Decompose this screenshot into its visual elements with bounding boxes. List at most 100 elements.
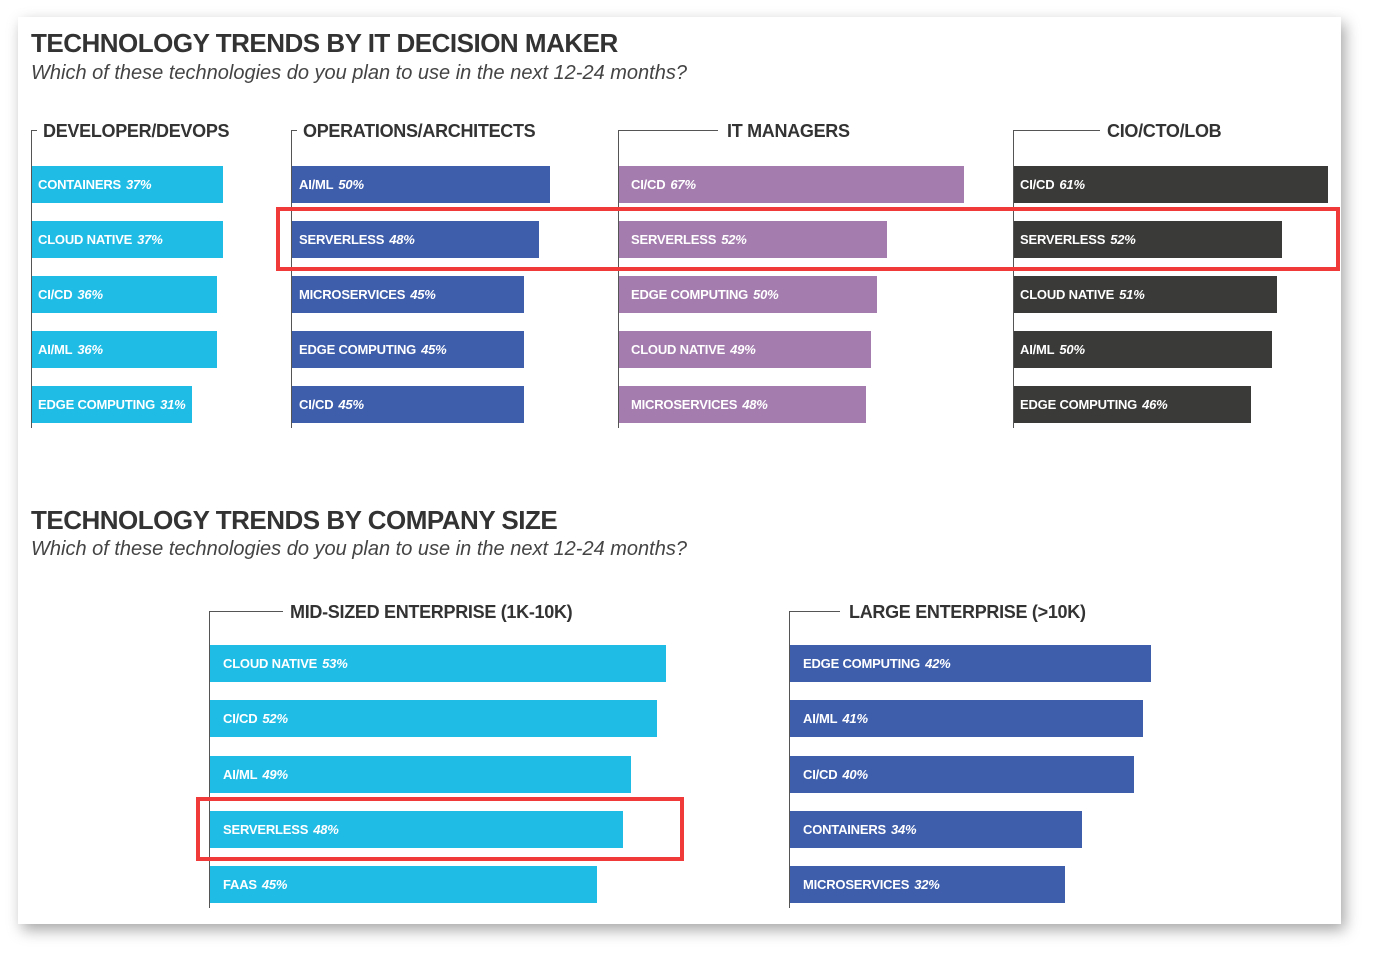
cio-cto-lob-bar-ai-ml: AI/ML 50% <box>1014 331 1272 368</box>
operations-architects-bar-ai-ml: AI/ML 50% <box>292 166 550 203</box>
it-managers-bar-ci-cd: CI/CD 67% <box>619 166 964 203</box>
developer-devops-bar-edge-computing: EDGE COMPUTING 31% <box>32 386 192 423</box>
bar-category-label: CI/CD <box>631 177 666 192</box>
section-title-decision-maker: TECHNOLOGY TRENDS BY IT DECISION MAKER <box>31 28 618 58</box>
operations-architects-bar-ci-cd: CI/CD 45% <box>292 386 524 423</box>
developer-devops-axis-line <box>31 130 32 428</box>
bar-value-label: 51% <box>1119 287 1145 302</box>
cio-cto-lob-bar-serverless: SERVERLESS 52% <box>1014 221 1282 258</box>
bar-category-label: CLOUD NATIVE <box>38 232 133 247</box>
bar-category-label: CONTAINERS <box>38 177 121 192</box>
large-enterprise-bar-microservices: MICROSERVICES 32% <box>790 866 1065 903</box>
large-enterprise-axis-line <box>789 611 790 908</box>
section-title-company-size: TECHNOLOGY TRENDS BY COMPANY SIZE <box>31 505 558 535</box>
bar-value-label: 48% <box>313 822 339 837</box>
developer-devops-group-title: DEVELOPER/DEVOPS <box>40 121 233 142</box>
section-subtitle-company-size: Which of these technologies do you plan … <box>31 538 687 560</box>
bar-category-label: AI/ML <box>38 342 73 357</box>
large-enterprise-bar-ai-ml: AI/ML 41% <box>790 700 1143 737</box>
it-managers-bar-cloud-native: CLOUD NATIVE 49% <box>619 331 871 368</box>
bar-category-label: SERVERLESS <box>299 232 385 247</box>
cio-cto-lob-header-rule <box>1013 130 1100 131</box>
bar-category-label: EDGE COMPUTING <box>803 656 921 671</box>
bar-value-label: 32% <box>914 877 940 892</box>
bar-category-label: CI/CD <box>38 287 73 302</box>
bar-value-label: 45% <box>410 287 436 302</box>
bar-value-label: 36% <box>77 287 103 302</box>
bar-category-label: SERVERLESS <box>631 232 717 247</box>
bar-category-label: AI/ML <box>299 177 334 192</box>
bar-value-label: 31% <box>160 397 186 412</box>
mid-sized-enterprise-bar-ai-ml: AI/ML 49% <box>210 756 631 793</box>
bar-category-label: AI/ML <box>223 767 258 782</box>
mid-sized-enterprise-axis-line <box>209 611 210 908</box>
bar-value-label: 49% <box>262 767 288 782</box>
bar-category-label: CLOUD NATIVE <box>1020 287 1115 302</box>
developer-devops-bar-ai-ml: AI/ML 36% <box>32 331 217 368</box>
bar-category-label: SERVERLESS <box>1020 232 1106 247</box>
bar-category-label: EDGE COMPUTING <box>38 397 156 412</box>
bar-value-label: 48% <box>389 232 415 247</box>
mid-sized-enterprise-bar-serverless: SERVERLESS 48% <box>210 811 623 848</box>
cio-cto-lob-axis-line <box>1013 130 1014 428</box>
bar-value-label: 48% <box>742 397 768 412</box>
bar-category-label: EDGE COMPUTING <box>299 342 417 357</box>
bar-value-label: 42% <box>925 656 951 671</box>
bar-value-label: 50% <box>1059 342 1085 357</box>
it-managers-group-title: IT MANAGERS <box>724 121 853 142</box>
bar-category-label: CI/CD <box>223 711 258 726</box>
mid-sized-enterprise-group-title: MID-SIZED ENTERPRISE (1K-10K) <box>287 602 576 623</box>
bar-category-label: FAAS <box>223 877 257 892</box>
bar-category-label: CLOUD NATIVE <box>631 342 726 357</box>
bar-value-label: 52% <box>1110 232 1136 247</box>
bar-value-label: 52% <box>721 232 747 247</box>
large-enterprise-group-title: LARGE ENTERPRISE (>10K) <box>846 602 1089 623</box>
bar-value-label: 50% <box>338 177 364 192</box>
developer-devops-bar-cloud-native: CLOUD NATIVE 37% <box>32 221 223 258</box>
cio-cto-lob-bar-ci-cd: CI/CD 61% <box>1014 166 1328 203</box>
it-managers-bar-serverless: SERVERLESS 52% <box>619 221 887 258</box>
bar-category-label: CI/CD <box>1020 177 1055 192</box>
cio-cto-lob-group-title: CIO/CTO/LOB <box>1104 121 1225 142</box>
large-enterprise-bar-ci-cd: CI/CD 40% <box>790 756 1134 793</box>
bar-category-label: AI/ML <box>1020 342 1055 357</box>
cio-cto-lob-bar-cloud-native: CLOUD NATIVE 51% <box>1014 276 1277 313</box>
operations-architects-bar-serverless: SERVERLESS 48% <box>292 221 539 258</box>
bar-value-label: 37% <box>137 232 163 247</box>
bar-value-label: 49% <box>730 342 756 357</box>
bar-category-label: CLOUD NATIVE <box>223 656 318 671</box>
it-managers-header-rule <box>618 130 718 131</box>
bar-value-label: 67% <box>670 177 696 192</box>
bar-value-label: 46% <box>1142 397 1168 412</box>
mid-sized-enterprise-bar-faas: FAAS 45% <box>210 866 597 903</box>
bar-value-label: 36% <box>77 342 103 357</box>
bar-category-label: SERVERLESS <box>223 822 309 837</box>
bar-value-label: 52% <box>262 711 288 726</box>
bar-value-label: 45% <box>421 342 447 357</box>
bar-value-label: 37% <box>125 177 152 192</box>
operations-architects-bar-edge-computing: EDGE COMPUTING 45% <box>292 331 524 368</box>
bar-category-label: CONTAINERS <box>803 822 886 837</box>
large-enterprise-header-rule <box>789 611 840 612</box>
bar-value-label: 41% <box>842 711 868 726</box>
operations-architects-group-title: OPERATIONS/ARCHITECTS <box>300 121 539 142</box>
bar-category-label: MICROSERVICES <box>631 397 738 412</box>
operations-architects-bar-microservices: MICROSERVICES 45% <box>292 276 524 313</box>
developer-devops-bar-ci-cd: CI/CD 36% <box>32 276 217 313</box>
bar-category-label: MICROSERVICES <box>299 287 406 302</box>
large-enterprise-bar-edge-computing: EDGE COMPUTING 42% <box>790 645 1151 682</box>
bar-value-label: 34% <box>890 822 917 837</box>
bar-value-label: 61% <box>1059 177 1085 192</box>
developer-devops-header-rule <box>31 130 37 131</box>
bar-category-label: CI/CD <box>803 767 838 782</box>
operations-architects-axis-line <box>291 130 292 428</box>
section-subtitle-decision-maker: Which of these technologies do you plan … <box>31 62 687 84</box>
bar-category-label: AI/ML <box>803 711 838 726</box>
bar-category-label: MICROSERVICES <box>803 877 910 892</box>
it-managers-bar-edge-computing: EDGE COMPUTING 50% <box>619 276 877 313</box>
bar-value-label: 53% <box>322 656 348 671</box>
bar-category-label: CI/CD <box>299 397 334 412</box>
mid-sized-enterprise-bar-ci-cd: CI/CD 52% <box>210 700 657 737</box>
it-managers-axis-line <box>618 130 619 428</box>
developer-devops-bar-containers: CONTAINERS 37% <box>32 166 223 203</box>
